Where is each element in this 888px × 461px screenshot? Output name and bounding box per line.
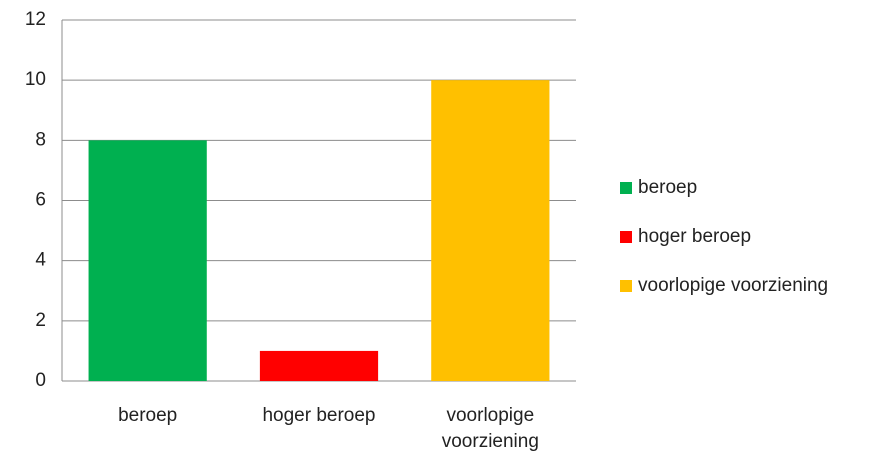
legend-label: voorlopige voorziening (638, 275, 828, 296)
bar (88, 140, 207, 381)
y-tick-label: 6 (35, 190, 46, 211)
y-tick-label: 10 (25, 69, 46, 90)
legend-swatch (620, 280, 632, 292)
bar (259, 350, 379, 381)
x-tick-label: voorlopige voorziening (441, 405, 539, 452)
y-tick-label: 4 (35, 250, 46, 271)
y-tick-label: 12 (25, 9, 46, 30)
y-tick-label: 0 (35, 370, 46, 391)
y-tick-label: 8 (35, 129, 46, 150)
x-tick-label: hoger beroep (262, 405, 376, 426)
legend-label: hoger beroep (638, 226, 751, 247)
legend-swatch (620, 182, 632, 194)
y-tick-label: 2 (35, 310, 46, 331)
bar (431, 80, 550, 382)
legend-swatch (620, 231, 632, 243)
legend-label: beroep (638, 177, 697, 198)
x-tick-label: beroep (118, 405, 178, 426)
